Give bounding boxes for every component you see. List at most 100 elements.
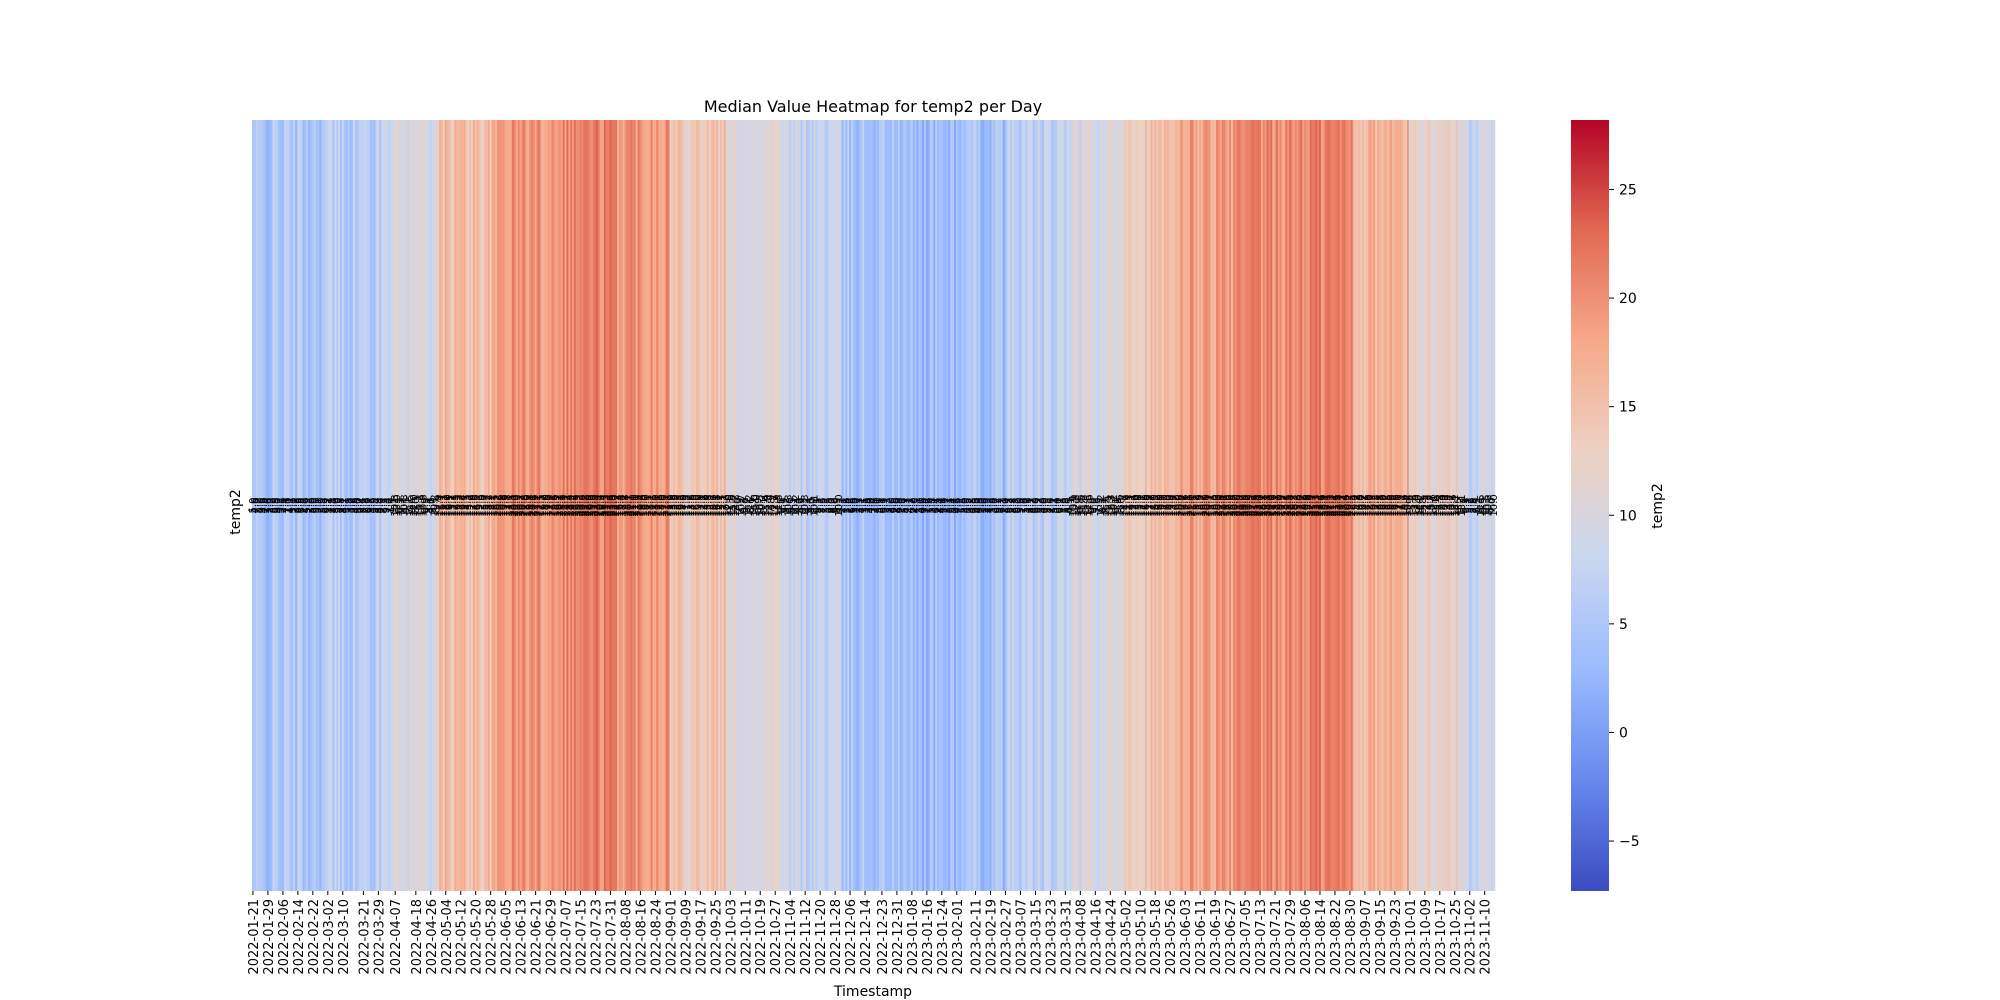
heatmap-cell [884, 120, 887, 891]
cell-annotation: 22.7 [1248, 494, 1259, 516]
cell-annotation: 19.9 [1238, 494, 1249, 516]
cell-annotation: 8.2 [795, 498, 806, 514]
heatmap-cell [1407, 120, 1410, 891]
heatmap-cell [1013, 120, 1017, 891]
heatmap-cell [362, 120, 365, 891]
cell-annotation: 8.8 [1008, 498, 1019, 514]
heatmap-cell [364, 120, 367, 891]
heatmap-cell [1448, 120, 1451, 891]
cell-annotation: 12.1 [697, 494, 708, 516]
heatmap-cell [1444, 120, 1447, 891]
cell-annotation: 21.5 [664, 494, 675, 516]
heatmap-cell [824, 120, 827, 891]
cell-annotation: 7.2 [385, 498, 396, 514]
heatmap-cell [912, 120, 915, 891]
heatmap-cell [731, 120, 734, 891]
x-tick-label: 2023-03-07 [1014, 899, 1029, 975]
cell-annotation: 16.2 [1358, 494, 1369, 516]
cell-annotation: 8.1 [338, 498, 349, 514]
cell-annotation: 10.2 [1109, 494, 1120, 516]
heatmap-cell [819, 120, 822, 891]
heatmap-cell [298, 120, 301, 891]
heatmap-cell [424, 120, 427, 891]
cell-annotation: 7.6 [1092, 498, 1103, 514]
heatmap-cell [837, 120, 841, 891]
cell-annotation: 8.0 [269, 498, 280, 514]
cell-annotation: 5.4 [920, 498, 931, 514]
cell-annotation: 20.1 [1203, 494, 1214, 516]
cell-annotation: 4.9 [796, 498, 807, 514]
cell-annotation: 13.0 [478, 494, 489, 516]
cell-annotation: 5.7 [1049, 498, 1060, 514]
cell-annotation: 2.0 [896, 498, 907, 514]
heatmap-cell [321, 120, 324, 891]
cell-annotation: 8.2 [828, 498, 839, 514]
cell-annotation: 7.4 [1017, 498, 1028, 514]
heatmap-cell [967, 120, 970, 891]
heatmap-cell [776, 120, 779, 891]
cell-annotation: 23.4 [1315, 494, 1326, 516]
heatmap-cell [459, 120, 462, 891]
cell-annotation: 8.7 [1027, 498, 1038, 514]
heatmap-cell [326, 120, 330, 891]
heatmap-cell [484, 120, 487, 891]
heatmap-cell [538, 120, 541, 891]
heatmap-cell [944, 120, 947, 891]
cell-annotation: 12.2 [1105, 494, 1116, 516]
heatmap-cell [800, 120, 803, 891]
x-tick-label: 2022-05-04 [440, 899, 455, 975]
cell-annotation: 8.9 [832, 498, 843, 514]
cell-annotation: 18.2 [1279, 494, 1290, 516]
heatmap-cell [1332, 120, 1335, 891]
heatmap-cell [487, 120, 491, 891]
heatmap-cell [641, 120, 644, 891]
heatmap-cell [1363, 120, 1367, 891]
x-tick-label: 2023-08-30 [1344, 899, 1359, 975]
cell-annotation: 20.9 [1244, 494, 1255, 516]
heatmap-cell [1184, 120, 1187, 891]
heatmap-cell [1180, 120, 1183, 891]
cell-annotation: 14.3 [1124, 494, 1135, 516]
cell-annotation: 16.6 [1175, 494, 1186, 516]
cell-annotation: 4.7 [802, 498, 813, 514]
heatmap-cell [656, 120, 659, 891]
heatmap-cell [804, 120, 807, 891]
cell-annotation: 22.5 [1324, 494, 1335, 516]
heatmap-cell [959, 120, 962, 891]
heatmap-cell [989, 120, 992, 891]
heatmap-cell [632, 120, 635, 891]
heatmap-cell [474, 120, 477, 891]
heatmap-cell [1068, 120, 1071, 891]
cell-annotation: 9.2 [1459, 498, 1470, 514]
heatmap-cell [628, 120, 631, 891]
cell-annotation: 12.7 [486, 494, 497, 516]
heatmap-cell [648, 120, 652, 891]
cell-annotation: 1.1 [929, 498, 940, 514]
cell-annotation: 17.2 [1178, 494, 1189, 516]
cell-annotation: 21.2 [1242, 494, 1253, 516]
x-tick-label: 2023-02-11 [970, 899, 985, 975]
cell-annotation: 5.0 [808, 498, 819, 514]
heatmap-cell [257, 120, 260, 891]
colorbar-tick-label: 25 [1619, 183, 1637, 199]
heatmap-cell [339, 120, 343, 891]
cell-annotation: 20.2 [493, 494, 504, 516]
heatmap-cell [645, 120, 648, 891]
cell-annotation: 18.0 [540, 494, 551, 516]
x-tick-label: 2023-09-15 [1374, 899, 1389, 975]
cell-annotation: 9.3 [396, 498, 407, 514]
cell-annotation: 22.1 [626, 494, 637, 516]
cell-annotation: 11.6 [416, 494, 427, 516]
cell-annotation: 16.7 [473, 494, 484, 516]
cell-annotation: 7.6 [1023, 498, 1034, 514]
heatmap-cell [1274, 120, 1277, 891]
cell-annotation: 8.7 [1034, 498, 1045, 514]
heatmap-cell [888, 120, 891, 891]
heatmap-cell [384, 120, 388, 891]
heatmap-cell [1025, 120, 1028, 891]
x-tick-label: 2022-11-28 [829, 899, 844, 975]
cell-annotation: 4.6 [368, 498, 379, 514]
heatmap-cell [1195, 120, 1198, 891]
heatmap-cell [1105, 120, 1108, 891]
cell-annotation: 3.5 [860, 498, 871, 514]
